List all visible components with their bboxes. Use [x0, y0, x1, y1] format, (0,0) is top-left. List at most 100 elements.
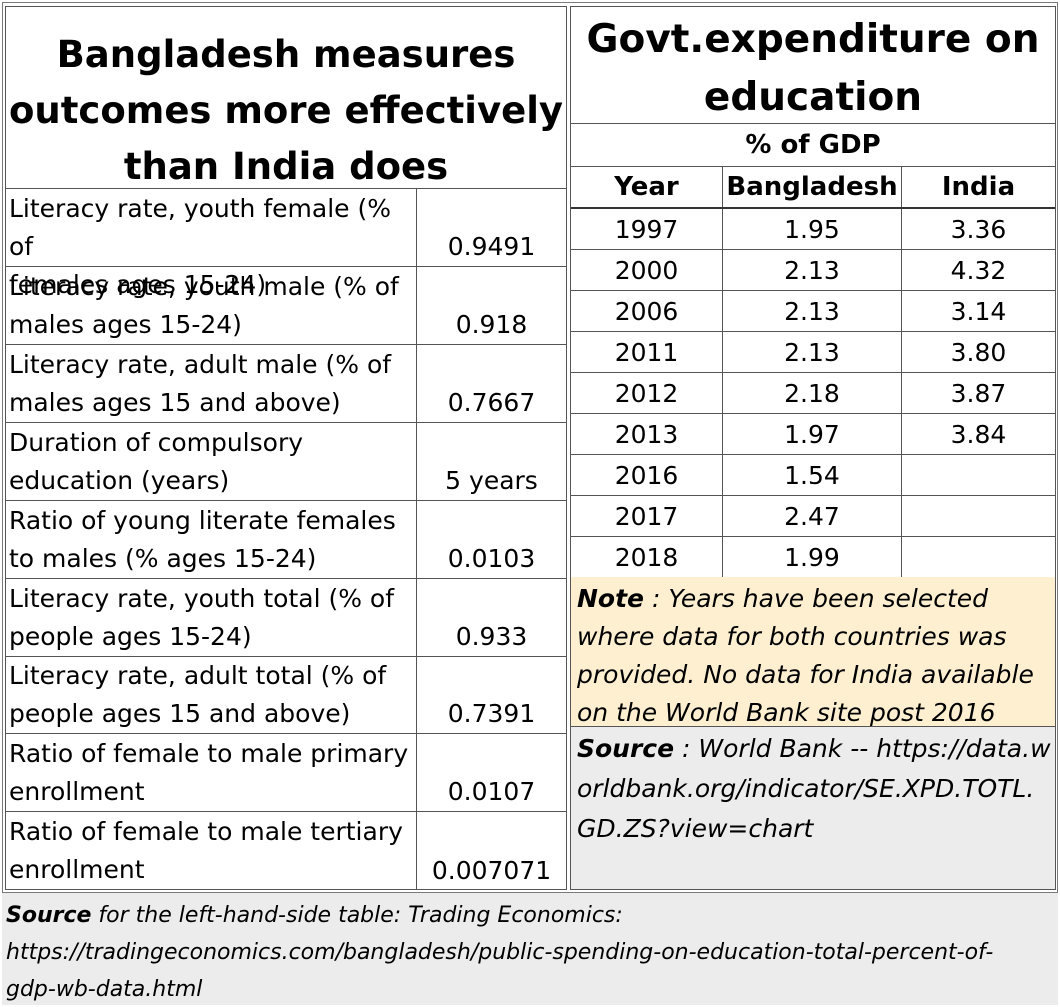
cell-year: 2018 — [571, 537, 723, 577]
table-row: 2016 1.54 — [571, 455, 1055, 496]
outcomes-table-title: Bangladesh measures outcomes more effect… — [6, 7, 566, 189]
outcome-label-line: enrollment — [9, 855, 145, 885]
cell-india — [902, 537, 1055, 577]
outcome-label: Duration of compulsory education (years) — [6, 422, 417, 500]
bottom-source-text: for the left-hand-side table: Trading Ec… — [91, 903, 623, 928]
outcome-label-line: Ratio of young literate females — [9, 505, 396, 535]
table-row: 2013 1.97 3.84 — [571, 414, 1055, 455]
cell-bangladesh: 2.13 — [723, 291, 902, 331]
cell-bangladesh: 1.54 — [723, 455, 902, 495]
outcome-value: 0.7667 — [447, 387, 536, 417]
outcome-row: Literacy rate, adult total (% of people a… — [6, 656, 566, 735]
cell-bangladesh: 2.13 — [723, 250, 902, 290]
outcome-label: Ratio of female to male tertiary enrollme… — [6, 812, 417, 891]
outcome-label: Literacy rate, adult total (% of people a… — [6, 656, 417, 734]
outcome-value: 5 years — [445, 465, 538, 495]
column-header-row: Year Bangladesh India — [571, 167, 1055, 209]
outcome-label-line: females ages 15-24) — [9, 270, 267, 299]
outcome-row: Ratio of young literate females to males … — [6, 500, 566, 579]
outcome-label: Ratio of young literate females to males … — [6, 500, 417, 578]
outcome-value: 0.9491 — [447, 232, 536, 261]
outcome-label: Literacy rate, youth male (% of males age… — [6, 266, 417, 344]
table-row: 2000 2.13 4.32 — [571, 250, 1055, 291]
cell-bangladesh: 1.95 — [723, 209, 902, 249]
cell-year: 2011 — [571, 332, 723, 372]
cell-year: 2013 — [571, 414, 723, 454]
cell-year: 2012 — [571, 373, 723, 413]
note-label: Note — [577, 584, 645, 613]
cell-india: 4.32 — [950, 256, 1007, 285]
outcome-label-line: people ages 15-24) — [9, 621, 252, 651]
outcome-row: Ratio of female to male primary enrollmen… — [6, 734, 566, 813]
cell-india — [902, 455, 1055, 495]
outcome-label-line: to males (% ages 15-24) — [9, 543, 317, 573]
cell-india: 3.87 — [950, 379, 1007, 408]
table-row: 1997 1.95 3.36 — [571, 209, 1055, 250]
outcome-label-line: males ages 15-24) — [9, 309, 242, 339]
bottom-source-label: Source — [6, 903, 92, 928]
source-label: Source — [577, 734, 675, 763]
column-header-india: India — [941, 172, 1016, 202]
outcome-label-line: Literacy rate, youth female (% of — [9, 194, 391, 261]
cell-year: 2000 — [571, 250, 723, 290]
outcome-label: Ratio of female to male primary enrollmen… — [6, 734, 417, 812]
outcome-row: Duration of compulsory education (years) 5… — [6, 422, 566, 501]
cell-india: 3.14 — [950, 297, 1007, 326]
column-header-year: Year — [571, 167, 723, 207]
cell-india: 3.84 — [950, 420, 1007, 449]
cell-india: 3.36 — [950, 215, 1007, 244]
outcome-label: Literacy rate, youth total (% of people a… — [6, 578, 417, 656]
outcome-value: 0.933 — [455, 621, 528, 651]
cell-bangladesh: 2.47 — [723, 496, 902, 536]
title-line: Bangladesh measures — [56, 33, 516, 76]
table-row: 2018 1.99 — [571, 537, 1055, 578]
cell-india — [902, 496, 1055, 536]
unit-header: % of GDP — [571, 124, 1055, 167]
outcome-value: 0.918 — [455, 309, 528, 339]
outcome-label-line: people ages 15 and above) — [9, 699, 351, 729]
outcome-value: 0.0103 — [447, 543, 536, 573]
expenditure-table-title: Govt.expenditure on education — [571, 7, 1055, 124]
source-box: Source : World Bank -- https://data.worl… — [571, 727, 1055, 889]
cell-year: 2017 — [571, 496, 723, 536]
cell-bangladesh: 1.97 — [723, 414, 902, 454]
title-line: Govt.expenditure on — [586, 17, 1040, 62]
outcome-label-line: enrollment — [9, 777, 145, 807]
outcomes-table: Bangladesh measures outcomes more effect… — [5, 6, 567, 891]
table-row: 2017 2.47 — [571, 496, 1055, 537]
table-row: 2012 2.18 3.87 — [571, 373, 1055, 414]
bottom-source: Source for the left-hand-side table: Tra… — [2, 892, 1058, 1005]
outcome-label-line: males ages 15 and above) — [9, 387, 341, 417]
cell-bangladesh: 2.13 — [723, 332, 902, 372]
note-text: : Years have been selected where data fo… — [577, 584, 1034, 727]
outcome-label-line: Literacy rate, youth total (% of — [9, 583, 395, 613]
outcome-value: 0.7391 — [447, 699, 536, 729]
title-line: than India does — [123, 145, 449, 188]
outcome-label-line: Literacy rate, adult male (% of — [9, 349, 392, 379]
outcome-label-line: Ratio of female to male primary — [9, 739, 409, 769]
cell-india: 3.80 — [950, 338, 1007, 367]
table-row: 2011 2.13 3.80 — [571, 332, 1055, 373]
source-text: : World Bank -- https://data.worldbank.o… — [577, 734, 1051, 843]
outcome-row: Literacy rate, youth male (% of males age… — [6, 266, 566, 345]
bottom-source-url-line: gdp-wb-data.html — [6, 977, 203, 1002]
outcome-label-line: Duration of compulsory — [9, 427, 304, 457]
note-box: Note : Years have been selected where da… — [571, 577, 1055, 727]
expenditure-table: Govt.expenditure on education % of GDP Y… — [570, 6, 1056, 890]
table-row: 2006 2.13 3.14 — [571, 291, 1055, 332]
title-line: education — [703, 75, 923, 120]
cell-year: 2016 — [571, 455, 723, 495]
column-header-bangladesh: Bangladesh — [723, 167, 902, 207]
outcome-label-line: Literacy rate, adult total (% of — [9, 661, 387, 691]
outcome-row: Literacy rate, youth total (% of people a… — [6, 578, 566, 657]
outcome-row: Ratio of female to male tertiary enrollme… — [6, 812, 566, 891]
outcome-label-line: Literacy rate, youth male (% of — [9, 271, 399, 301]
outcome-value: 0.0107 — [447, 777, 536, 807]
outcome-row: Literacy rate, youth female (% of females… — [6, 189, 566, 299]
cell-bangladesh: 2.18 — [723, 373, 902, 413]
bottom-source-url-line: https://tradingeconomics.com/bangladesh/… — [6, 940, 994, 965]
title-line: outcomes more effectively — [8, 89, 564, 132]
cell-year: 2006 — [571, 291, 723, 331]
cell-bangladesh: 1.99 — [723, 537, 902, 577]
outcome-label-line: education (years) — [9, 465, 230, 495]
